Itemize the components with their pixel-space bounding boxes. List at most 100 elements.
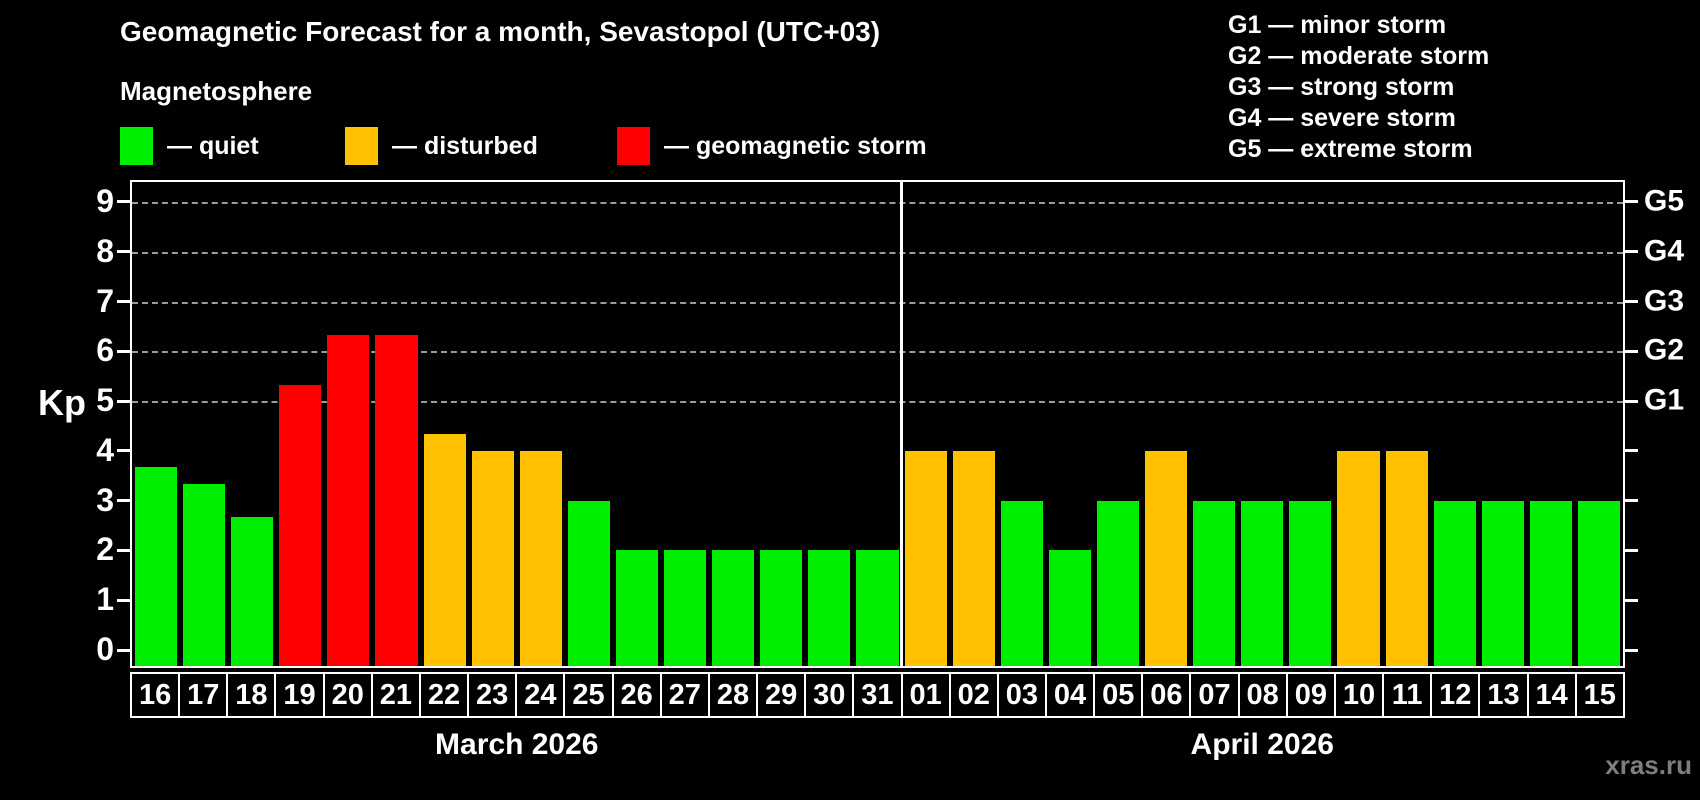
y-tick [117,449,131,453]
bar-day-05 [1096,500,1140,666]
g-legend-line-4: G4 — severe storm [1228,104,1456,132]
day-label: 22 [418,674,467,716]
month-label-2: April 2026 [1190,728,1334,761]
gridline-kp-8 [132,251,1623,254]
bar-day-26 [615,550,659,666]
y-tick-label: 4 [96,431,114,468]
y-tick [117,499,131,503]
y-tick-label: 7 [96,282,114,319]
g-level-label-G1: G1 [1644,383,1685,417]
legend-swatch-disturbed-icon [345,127,378,165]
right-tick [1624,300,1638,304]
y-tick-label: 9 [96,182,114,219]
gridline-kp-9 [132,201,1623,204]
g-level-label-G4: G4 [1644,234,1685,268]
chart-subtitle: Magnetosphere [120,76,313,106]
g-legend-line-5: G5 — extreme storm [1228,135,1473,163]
bar-day-10 [1337,450,1380,666]
x-axis-day-row: 16 17 18 19 20 21 22 23 24 25 26 27 28 29 30 31 01 02 03 04… [130,672,1625,718]
day-label: 11 [1382,674,1430,716]
bar-day-06 [1145,450,1188,666]
day-label: 05 [1093,674,1141,716]
day-label: 03 [996,674,1045,716]
day-label: 17 [178,674,226,716]
bar-day-20 [327,334,370,666]
right-tick [1624,648,1638,652]
bar-day-02 [952,450,995,666]
y-tick [117,648,131,652]
day-label: 07 [1189,674,1237,716]
day-label: 28 [707,674,756,716]
y-tick [117,349,131,353]
bar-day-28 [712,550,755,666]
bar-day-21 [375,334,418,666]
bar-day-12 [1433,500,1476,666]
y-tick-label: 2 [96,531,114,568]
bar-day-27 [664,550,707,666]
day-label: 12 [1430,674,1478,716]
day-label: 08 [1237,674,1286,716]
day-label: 26 [611,674,660,716]
g-legend-line-1: G1 — minor storm [1228,11,1447,39]
day-label: 04 [1044,674,1093,716]
right-tick [1624,200,1638,204]
day-label: 29 [756,674,804,716]
y-tick-label: 8 [96,232,114,269]
bar-day-15 [1577,500,1620,666]
day-label: 02 [948,674,997,716]
chart-title: Geomagnetic Forecast for a month, Sevast… [120,16,881,47]
y-tick [117,200,131,204]
day-label: 18 [226,674,274,716]
day-label: 20 [322,674,371,716]
day-label: 14 [1526,674,1575,716]
right-tick [1624,499,1638,503]
right-tick [1624,349,1638,353]
plot-area [130,180,1625,668]
gridline-kp-6 [132,351,1623,354]
y-tick [117,399,131,403]
g-legend-line-3: G3 — strong storm [1228,73,1455,101]
day-label: 27 [659,674,708,716]
day-label: 23 [467,674,515,716]
gridline-kp-7 [132,301,1623,304]
right-tick [1624,548,1638,552]
bar-day-09 [1289,500,1332,666]
bar-day-03 [1000,500,1043,666]
bar-day-14 [1529,500,1572,666]
legend-item-storm: — geomagnetic storm [617,126,927,166]
legend-label-storm: — geomagnetic storm [664,131,927,160]
gridline-kp-5 [132,401,1623,404]
legend-item-disturbed: — disturbed [345,126,538,166]
day-label: 19 [274,674,322,716]
bar-day-17 [183,484,226,666]
day-label: 31 [852,674,900,716]
bar-day-25 [567,500,610,666]
y-tick-label: 1 [96,580,114,617]
day-label: 30 [804,674,852,716]
bar-day-24 [519,450,562,666]
month-label-1: March 2026 [435,728,599,761]
bar-day-31 [856,550,899,666]
legend-swatch-quiet-icon [120,127,153,165]
bar-day-18 [231,517,274,666]
bar-day-11 [1385,450,1428,666]
bar-day-29 [760,550,803,666]
day-label: 25 [563,674,611,716]
day-label: 10 [1333,674,1382,716]
y-tick [117,300,131,304]
day-label: 24 [515,674,563,716]
day-label: 09 [1285,674,1334,716]
legend-label-disturbed: — disturbed [392,131,538,160]
legend-item-quiet: — quiet [120,126,259,166]
day-label: 01 [900,674,949,716]
y-tick [117,250,131,254]
right-tick [1624,399,1638,403]
bar-day-30 [808,550,851,666]
y-axis-label: Kp [38,382,86,423]
day-label: 15 [1574,674,1623,716]
g-legend-line-2: G2 — moderate storm [1228,42,1490,70]
y-tick-label: 5 [96,381,114,418]
y-tick-label: 3 [96,481,114,518]
g-level-label-G2: G2 [1644,333,1685,367]
